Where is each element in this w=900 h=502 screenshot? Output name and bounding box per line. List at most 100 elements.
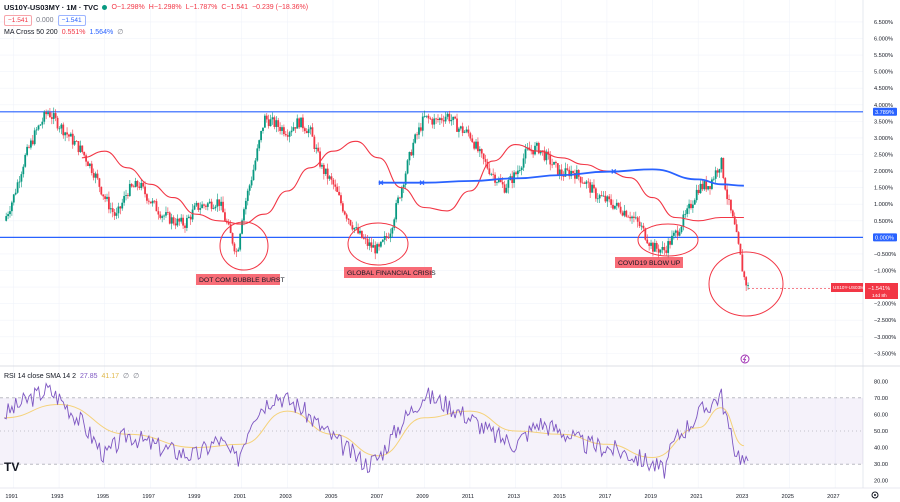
candle-body [197, 202, 200, 210]
candle-body [317, 147, 320, 152]
cross-marker [611, 168, 617, 174]
candle-body [745, 277, 748, 286]
candle-body [16, 182, 19, 193]
candle-body [691, 204, 694, 209]
candle-body [328, 176, 331, 179]
current-price-tag: US10Y-US03MY −1.541% 14d 8h [748, 283, 898, 299]
candle-body [108, 196, 110, 210]
candle-body [269, 119, 272, 127]
candle-body [138, 186, 141, 188]
candle-body [172, 217, 175, 224]
ma-legend[interactable]: MA Cross 50 200 0.551% 1.564% ∅ [4, 28, 123, 37]
candle-body [87, 161, 89, 167]
cross-marker [378, 180, 384, 186]
candle-body [518, 170, 521, 171]
buy-price-box[interactable]: −1.541 [57, 15, 86, 26]
symbol-legend[interactable]: US10Y-US03MY · 1M · TVC O−1.298% H−1.298… [4, 3, 308, 12]
candle-body [20, 174, 23, 182]
candle-body [412, 142, 415, 156]
candle-body [711, 179, 713, 189]
candle-body [400, 187, 403, 198]
candle-body [688, 203, 690, 209]
tradingview-logo[interactable]: TV [4, 460, 20, 474]
candle-body [596, 198, 599, 200]
candle-body [368, 242, 371, 246]
candle-body [121, 202, 124, 209]
rsi-legend-empty-2: ∅ [133, 373, 140, 380]
candle-body [353, 227, 356, 230]
candle-body [100, 186, 103, 195]
rsi-legend[interactable]: RSI 14 close SMA 14 2 27.85 41.17 ∅ ∅ [4, 372, 140, 381]
candle-body [244, 200, 247, 210]
candle-body [686, 208, 689, 214]
candle-body [370, 242, 373, 248]
spread-value: 0.000 [36, 17, 54, 24]
svg-text:0.000%: 0.000% [875, 235, 894, 241]
candle-body [657, 248, 660, 253]
gfc-circle[interactable] [347, 222, 409, 266]
candle-body [303, 128, 306, 132]
candle-body [389, 233, 392, 239]
sell-price-box[interactable]: −1.541 [4, 15, 33, 26]
price-tick-label: −3.000% [874, 335, 896, 341]
candle-body [362, 238, 365, 239]
candle-body [461, 126, 464, 133]
time-axis[interactable]: 1991 1993 1995 1997 1999 2001 2003 2005 2007 2009… [5, 494, 839, 500]
candle-body [31, 140, 34, 145]
candle-body [617, 202, 620, 207]
candle-body [241, 220, 243, 234]
price-tick-label: 4.000% [874, 103, 893, 109]
candle-body [665, 250, 668, 253]
candle-body [612, 204, 614, 209]
current-circle[interactable] [708, 251, 784, 317]
candle-body [330, 176, 333, 180]
candle-body [638, 221, 641, 227]
dotcom-circle[interactable] [219, 221, 269, 271]
candle-body [210, 201, 213, 209]
gfc-label-box[interactable] [344, 267, 432, 278]
candle-body [404, 173, 407, 185]
candle-body [484, 159, 487, 162]
candle-body [246, 190, 249, 201]
candle-body [343, 211, 346, 215]
candle-body [146, 194, 148, 201]
candle-body [199, 208, 202, 210]
candle-body [465, 129, 468, 132]
candle-body [458, 128, 460, 132]
candle-body [115, 213, 118, 216]
candle-body [216, 199, 219, 207]
candle-body [515, 172, 517, 175]
candle-body [39, 124, 42, 126]
candle-body [347, 218, 350, 221]
candle-body [201, 204, 204, 209]
candle-body [206, 203, 209, 207]
candle-body [456, 118, 458, 132]
covid-circle[interactable] [637, 223, 699, 257]
candle-body [556, 163, 559, 176]
candle-body [104, 196, 107, 199]
price-axis[interactable]: 6.500% 6.000% 5.500% 5.000% 4.500% 4.000% 3.50… [874, 20, 896, 357]
price-tick-label: 1.500% [874, 186, 893, 192]
time-tick-label: 2013 [508, 494, 520, 500]
gear-icon[interactable] [871, 491, 879, 499]
candle-body [130, 183, 133, 187]
candle-body [600, 195, 603, 197]
dotcom-label: DOT COM BUBBLE BURST [199, 277, 285, 284]
dotcom-label-box[interactable] [196, 274, 280, 285]
price-tick-label: 3.500% [874, 119, 893, 125]
covid-label-box[interactable] [615, 257, 683, 268]
alert-icon[interactable] [740, 354, 750, 364]
candle-body [37, 125, 40, 130]
candle-body [258, 140, 261, 149]
candle-body [288, 132, 291, 137]
candle-body [338, 191, 340, 196]
candle-body [127, 195, 129, 196]
rsi-axis[interactable]: 80.00 70.00 60.00 50.00 40.00 30.00 20.00 [874, 379, 888, 484]
candle-body [224, 212, 226, 221]
symbol-title[interactable]: US10Y-US03MY · 1M · TVC [4, 3, 99, 12]
candle-body [463, 131, 466, 133]
candle-body [178, 218, 181, 222]
candle-body [376, 244, 379, 254]
rsi-tick-label: 60.00 [874, 412, 888, 418]
